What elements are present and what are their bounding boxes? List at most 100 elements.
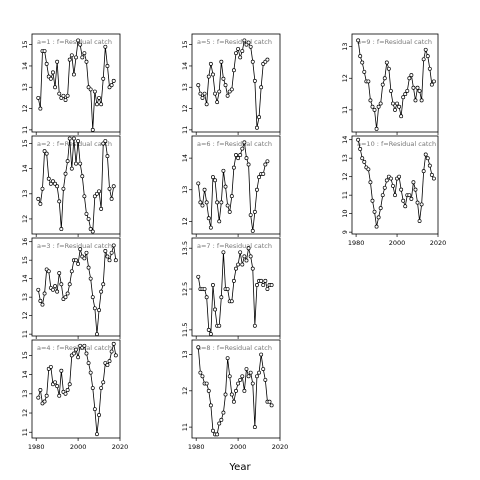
- data-point: [403, 204, 408, 209]
- y-tick-label: 12: [181, 104, 189, 112]
- data-point: [242, 140, 247, 145]
- data-point: [90, 229, 95, 234]
- y-tick-label: 11: [341, 191, 349, 199]
- y-tick-label: 12: [21, 104, 29, 112]
- data-point: [401, 95, 406, 100]
- data-point: [219, 59, 224, 64]
- data-point: [46, 269, 51, 274]
- panel-5: a=5 : f=Residual catch 11 12 13 14 15: [181, 33, 281, 135]
- data-point: [263, 377, 268, 382]
- x-tick-label: 1980: [188, 443, 205, 451]
- data-point: [42, 291, 47, 296]
- data-point: [236, 381, 241, 386]
- data-point: [53, 284, 57, 289]
- data-point: [42, 49, 47, 53]
- data-point: [67, 57, 72, 62]
- y-tick-label: 13: [21, 293, 29, 301]
- y-tick-label: 14: [21, 275, 29, 283]
- data-point: [217, 219, 222, 224]
- data-point: [101, 282, 106, 287]
- data-point: [51, 70, 55, 75]
- y-tick-label: 13: [21, 83, 29, 91]
- data-point: [250, 59, 255, 64]
- data-point: [223, 184, 228, 189]
- data-point: [393, 107, 397, 112]
- data-point: [366, 167, 371, 172]
- data-point: [255, 187, 259, 192]
- data-point: [423, 152, 428, 157]
- data-point: [380, 193, 385, 198]
- data-point: [42, 149, 47, 154]
- data-point: [82, 194, 87, 199]
- data-point: [204, 200, 209, 205]
- data-point: [42, 399, 47, 404]
- data-point: [231, 399, 236, 404]
- data-point: [372, 107, 377, 112]
- y-tick-label: 13: [181, 350, 189, 358]
- data-point: [415, 200, 420, 205]
- data-point: [206, 327, 211, 332]
- data-point: [236, 262, 241, 267]
- data-point: [55, 184, 60, 189]
- data-point: [376, 215, 381, 220]
- data-point: [244, 367, 249, 371]
- data-point: [57, 91, 62, 96]
- data-point: [395, 101, 399, 106]
- y-tick-label: 14: [21, 62, 29, 70]
- data-point: [382, 185, 387, 190]
- data-point: [263, 278, 268, 283]
- y-tick-label: 15: [21, 139, 29, 147]
- data-point: [82, 343, 87, 348]
- data-point: [105, 64, 110, 68]
- data-point: [261, 367, 266, 371]
- data-point: [90, 386, 95, 390]
- data-point: [215, 200, 220, 205]
- data-point: [111, 243, 116, 248]
- data-point: [257, 370, 261, 375]
- data-point: [399, 114, 404, 119]
- data-point: [382, 76, 387, 81]
- data-point: [113, 353, 118, 358]
- data-point: [265, 159, 270, 164]
- panel-label: a=8 : f=Residual catch: [197, 344, 272, 352]
- data-point: [63, 98, 68, 102]
- data-point: [240, 262, 245, 267]
- data-point: [425, 54, 430, 59]
- data-point: [78, 247, 83, 252]
- data-point: [403, 92, 408, 97]
- data-point: [51, 179, 55, 184]
- data-point: [74, 347, 78, 352]
- data-point: [231, 278, 236, 283]
- data-point: [55, 384, 60, 389]
- data-point: [227, 209, 232, 214]
- data-point: [421, 57, 426, 62]
- panel-frame: [31, 135, 121, 235]
- data-point: [200, 203, 205, 208]
- data-point: [261, 171, 266, 176]
- x-tick-label: 2000: [70, 443, 87, 451]
- data-point: [391, 101, 395, 106]
- data-point: [240, 49, 245, 53]
- data-point: [92, 407, 97, 412]
- x-tick-label: 2020: [112, 443, 129, 451]
- panel-frame: [351, 135, 439, 235]
- data-point: [255, 125, 259, 130]
- data-point: [217, 89, 222, 94]
- data-point: [63, 391, 68, 396]
- y-tick-label: 12: [181, 387, 189, 395]
- panel-label: a=5 : f=Residual catch: [197, 38, 272, 46]
- data-point: [227, 374, 232, 379]
- y-tick-label: 15: [181, 41, 189, 49]
- data-point: [196, 83, 201, 88]
- data-point: [67, 382, 72, 387]
- data-point: [236, 46, 241, 51]
- series-line: [197, 39, 268, 128]
- data-point: [221, 250, 226, 255]
- panel-label: a=4 : f=Residual catch: [37, 344, 112, 352]
- data-point: [84, 211, 89, 216]
- data-point: [67, 136, 72, 141]
- panel-10: a=10 : f=Residual catch 9 10 11 12 13 14 1980 20…: [341, 136, 446, 247]
- data-point: [74, 161, 78, 166]
- data-point: [360, 60, 365, 65]
